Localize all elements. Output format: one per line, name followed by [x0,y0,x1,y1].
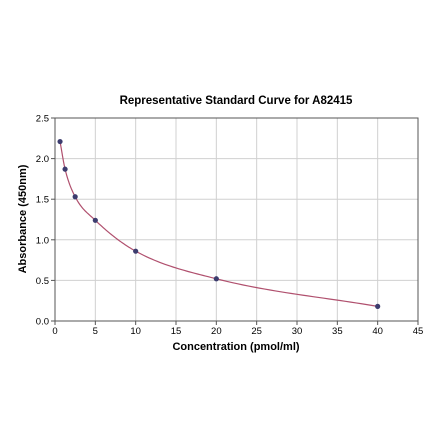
y-axis-label: Absorbance (450nm) [17,164,29,273]
fit-curve [59,141,378,307]
data-point [213,276,219,282]
x-tick-label: 35 [332,326,343,337]
y-tick-label: 0.0 [36,317,49,328]
x-tick-label: 45 [413,326,424,337]
y-tick-label: 0.5 [36,276,49,287]
y-tick-label: 1.5 [36,195,49,206]
data-point [57,138,63,145]
x-tick-label: 20 [211,326,222,337]
x-tick-label: 30 [292,326,303,337]
x-tick-label: 25 [251,326,262,337]
y-tick-label: 2.0 [36,154,49,165]
chart-title: Representative Standard Curve for A82415 [120,95,353,107]
x-axis-ticks: 0 5 10 15 20 25 30 35 40 45 [52,321,423,337]
data-points [57,138,381,309]
data-point [375,303,381,309]
x-tick-label: 40 [372,326,383,337]
x-tick-label: 15 [171,326,182,337]
x-tick-label: 0 [52,326,57,337]
grid [54,117,419,322]
x-tick-label: 10 [130,326,141,337]
x-tick-label: 5 [93,326,98,337]
data-point [62,166,68,172]
data-point [72,194,78,200]
x-axis-label: Concentration (pmol/ml) [172,341,299,353]
y-tick-label: 1.0 [36,235,49,246]
y-tick-label: 2.5 [36,114,49,125]
plot-area-frame [54,117,419,322]
y-axis-ticks: 0.0 0.5 1.0 1.5 2.0 2.5 [36,114,55,328]
data-point [92,217,98,223]
data-point [133,248,139,254]
